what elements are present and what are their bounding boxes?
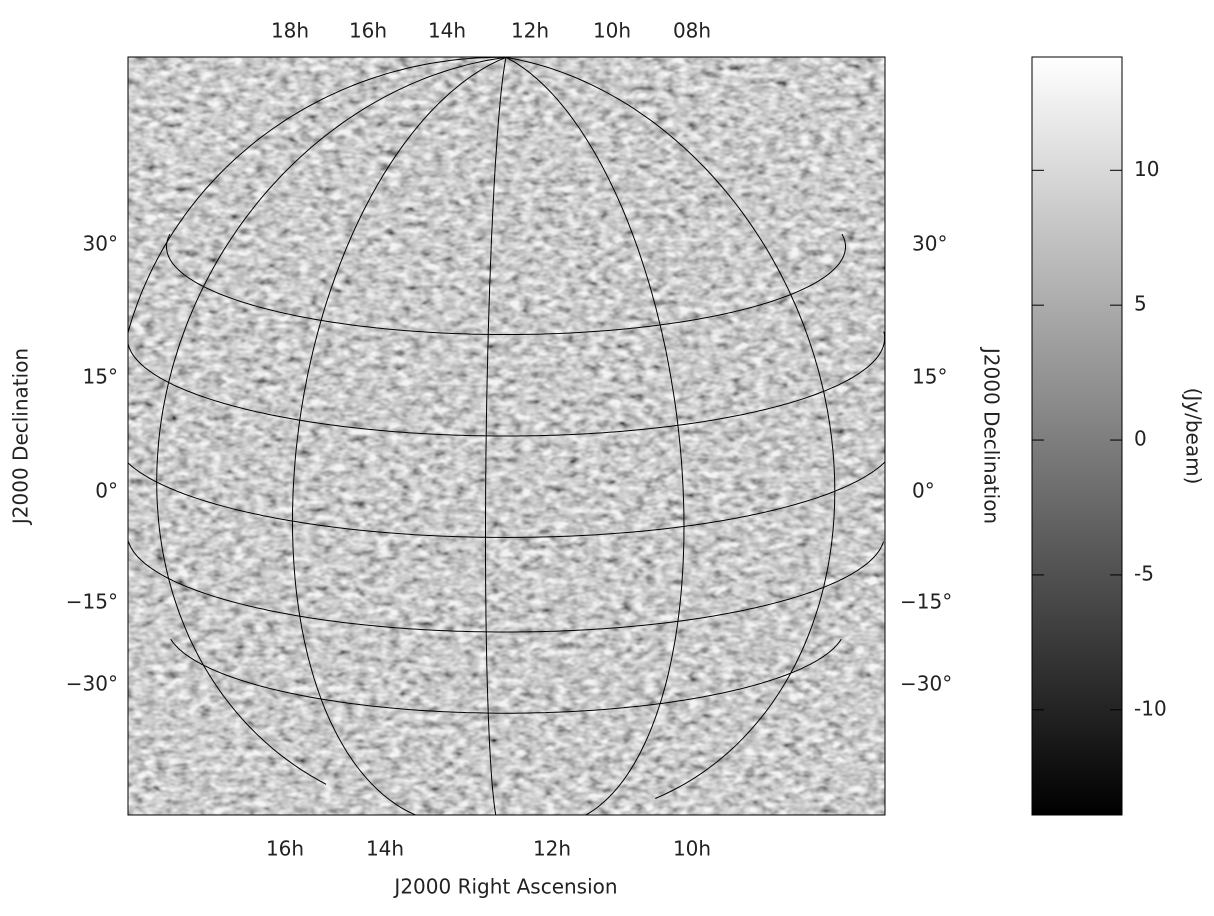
dec-tick-label: 15° [912, 365, 947, 389]
ra-grid-line [292, 57, 507, 815]
dec-tick-label: 0° [95, 479, 118, 503]
x-axis-title: J2000 Right Ascension [392, 875, 617, 899]
ra-tick-label: 12h [511, 19, 549, 43]
dec-tick-label: 0° [912, 479, 935, 503]
colorbar-tick-label: -5 [1134, 561, 1154, 585]
dec-tick-label: 30° [83, 232, 118, 256]
image-frame [127, 56, 886, 816]
dec-tick-label: −30° [900, 672, 952, 696]
dec-tick-label: −15° [66, 590, 118, 614]
ra-tick-label: 14h [366, 837, 404, 861]
ra-tick-label: 18h [271, 19, 309, 43]
y-axis-title: J2000 Declination [9, 348, 33, 526]
dec-grid-line [128, 331, 885, 437]
dec-tick-label: 30° [912, 232, 947, 256]
dec-tick-label: 15° [83, 365, 118, 389]
dec-grid-line [166, 233, 846, 335]
colorbar-tick-label: 5 [1134, 292, 1147, 316]
colorbar-tick-label: -10 [1134, 696, 1167, 720]
ra-grid-line [156, 57, 507, 785]
dec-tick-label: −30° [66, 672, 118, 696]
sky-image [128, 57, 885, 815]
ra-grid-line [128, 57, 507, 335]
ra-tick-label: 14h [428, 19, 466, 43]
y-axis-title-right: J2000 Declination [980, 346, 1004, 524]
colorbar-title: (Jy/beam) [1182, 388, 1206, 485]
colorbar [1031, 56, 1123, 816]
colorbar-tick-label: 10 [1134, 157, 1159, 181]
ra-tick-label: 10h [593, 19, 631, 43]
dec-tick-label: −15° [900, 590, 952, 614]
ra-grid-line [505, 57, 836, 799]
ra-grid-line [485, 57, 507, 815]
ra-tick-label: 16h [266, 837, 304, 861]
ra-tick-label: 12h [533, 837, 571, 861]
ra-grid-line [505, 57, 685, 815]
ra-tick-label: 16h [349, 19, 387, 43]
ra-tick-label: 08h [673, 19, 711, 43]
coordinate-grid [128, 57, 885, 815]
dec-grid-line [128, 461, 885, 539]
dec-grid-line [170, 638, 842, 714]
ra-tick-label: 10h [673, 837, 711, 861]
colorbar-ticks: -10 -5 0 5 10 [1032, 157, 1167, 720]
dec-grid-line [128, 541, 884, 633]
colorbar-tick-label: 0 [1134, 427, 1147, 451]
